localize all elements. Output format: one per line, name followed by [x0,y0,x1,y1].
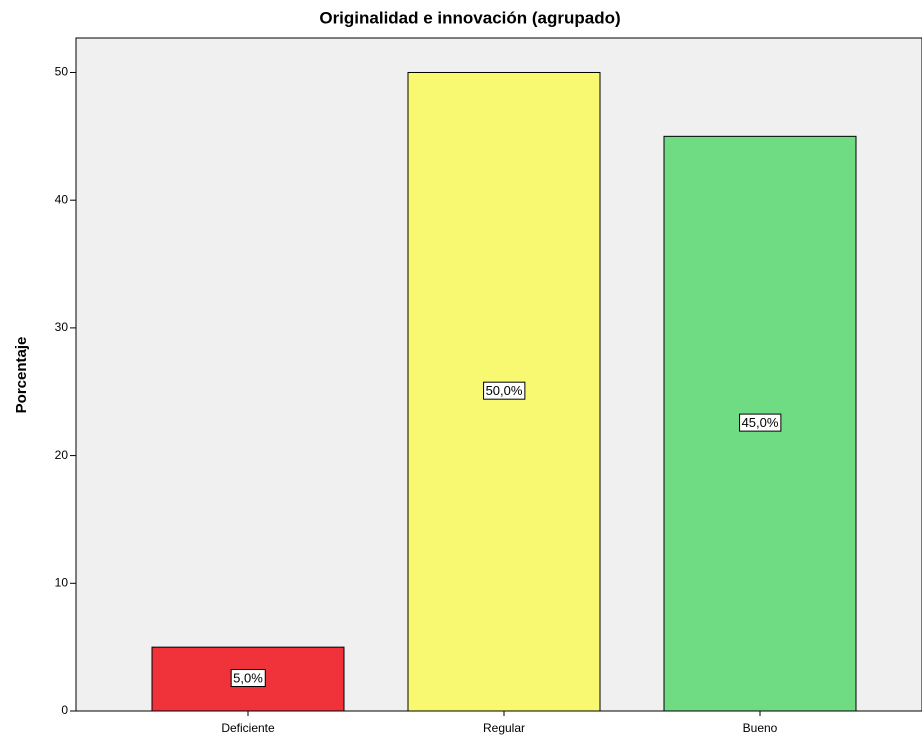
y-tick-label: 40 [55,192,69,206]
y-tick-label: 50 [55,65,69,79]
value-label: 50,0% [486,383,523,398]
y-tick-label: 30 [55,320,69,334]
value-label-box [483,381,526,400]
y-tick-label: 20 [55,448,69,462]
x-tick-label: Regular [483,721,525,735]
value-label: 5,0% [233,671,263,686]
chart-title: Originalidad e innovación (agrupado) [319,8,620,27]
value-label: 45,0% [742,415,779,430]
x-tick-label: Deficiente [221,721,275,735]
y-tick-label: 10 [55,575,69,589]
y-axis-label: Porcentaje [13,337,30,414]
value-label-box [230,669,266,688]
value-label-box [739,413,782,432]
y-tick-label: 0 [61,703,68,717]
x-tick-label: Bueno [743,721,778,735]
